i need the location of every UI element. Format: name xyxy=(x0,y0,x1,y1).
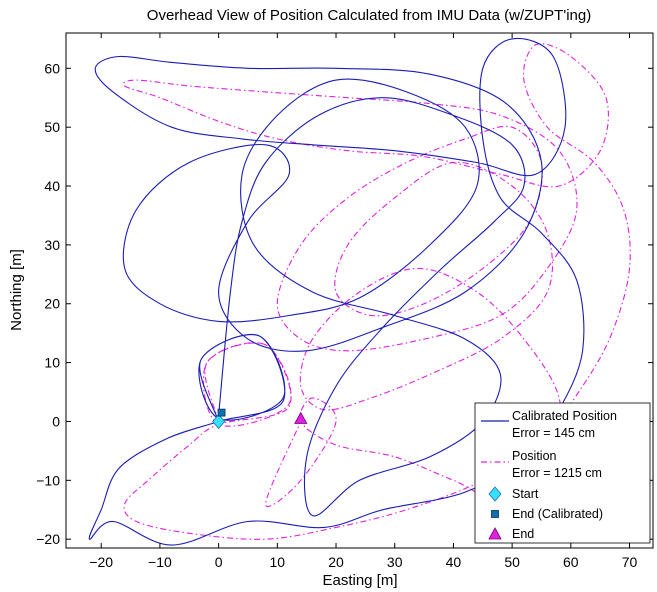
legend-text-uncalibrated-1: Position xyxy=(512,449,557,463)
x-tick-label: −20 xyxy=(89,554,113,570)
y-tick-label: 20 xyxy=(44,296,60,312)
series-calibrated-position xyxy=(88,37,585,546)
legend: Calibrated Position Error = 145 cm Posit… xyxy=(474,402,651,544)
marker-end-calibrated xyxy=(217,408,226,417)
y-tick-label: 10 xyxy=(44,355,60,371)
marker-start xyxy=(212,413,226,430)
legend-text-calibrated-2: Error = 145 cm xyxy=(512,426,595,440)
y-tick-label: 50 xyxy=(44,119,60,135)
y-tick-label: 0 xyxy=(52,413,60,429)
x-axis-label: Easting [m] xyxy=(322,572,397,589)
tick-layer: −20 −10 0 10 20 30 40 50 60 70 −20 −10 0 10 20 30 40 50 60 xyxy=(36,33,653,570)
y-tick-label: 30 xyxy=(44,237,60,253)
plot-area: −20 −10 0 10 20 30 40 50 60 70 −20 −10 0 10 20 30 40 50 60 xyxy=(36,32,654,570)
x-tick-label: 60 xyxy=(563,554,579,570)
x-tick-label: 30 xyxy=(387,554,403,570)
x-tick-label: 50 xyxy=(504,554,520,570)
legend-text-calibrated-1: Calibrated Position xyxy=(512,409,617,423)
chart-title: Overhead View of Position Calculated fro… xyxy=(147,7,591,24)
x-tick-label: 20 xyxy=(328,554,344,570)
y-tick-label: −10 xyxy=(36,472,60,488)
legend-text-end-calibrated: End (Calibrated) xyxy=(512,507,603,521)
x-tick-label: 10 xyxy=(270,554,286,570)
x-tick-label: 40 xyxy=(446,554,462,570)
x-tick-label: 70 xyxy=(622,554,638,570)
legend-marker-end-calibrated xyxy=(491,510,499,518)
y-axis-label: Northing [m] xyxy=(8,249,25,331)
legend-marker-end xyxy=(488,527,502,540)
legend-box xyxy=(474,402,651,544)
series-position xyxy=(122,43,631,540)
series-layer xyxy=(88,37,631,546)
x-tick-label: 0 xyxy=(215,554,223,570)
legend-text-end: End xyxy=(512,527,534,541)
marker-layer xyxy=(212,408,308,430)
marker-end xyxy=(294,411,308,424)
y-tick-label: 60 xyxy=(44,60,60,76)
legend-marker-start xyxy=(488,486,502,502)
y-tick-label: 40 xyxy=(44,178,60,194)
legend-text-start: Start xyxy=(512,487,539,501)
legend-text-uncalibrated-2: Error = 1215 cm xyxy=(512,466,602,480)
x-tick-label: −10 xyxy=(148,554,172,570)
y-tick-label: −20 xyxy=(36,531,60,547)
plot-border xyxy=(65,32,654,549)
